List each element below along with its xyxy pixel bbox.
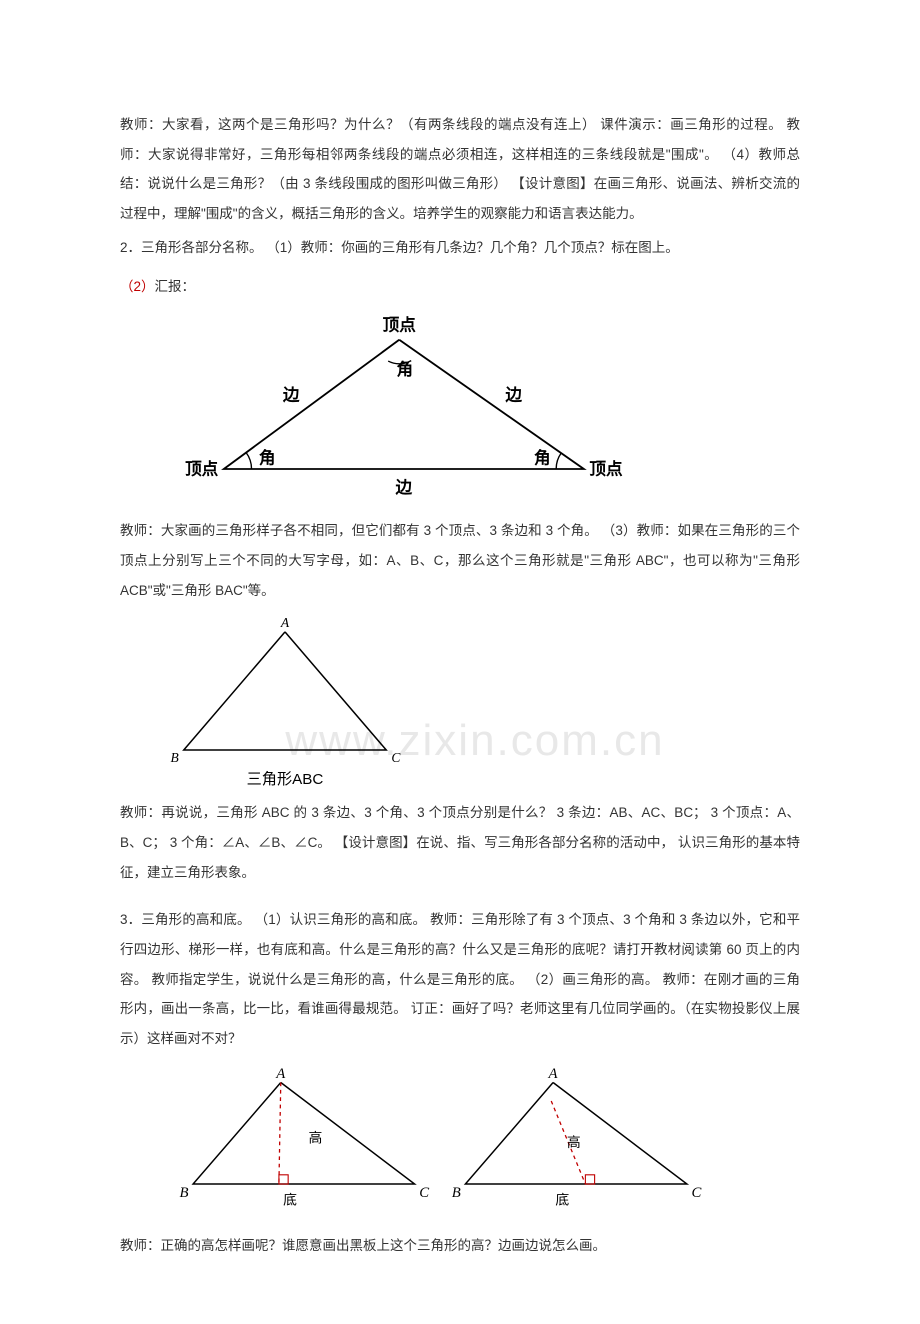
svg-text:边: 边 [395, 478, 413, 497]
svg-text:高: 高 [567, 1134, 581, 1150]
svg-text:B: B [170, 750, 178, 765]
paragraph-1: 教师：大家看，这两个是三角形吗？为什么？（有两条线段的端点没有连上） 课件演示：… [120, 110, 800, 229]
svg-text:A: A [280, 615, 290, 630]
triangle-parts-svg: 顶点 顶点 顶点 角 角 角 边 边 边 [150, 312, 630, 506]
svg-text:顶点: 顶点 [589, 459, 623, 479]
svg-text:C: C [419, 1185, 429, 1201]
p3-rest: 汇报： [155, 279, 196, 294]
svg-text:顶点: 顶点 [185, 459, 219, 479]
svg-text:C: C [391, 750, 401, 765]
triangle-abc-svg: A B C 三角形ABC [150, 615, 420, 788]
svg-text:角: 角 [396, 359, 413, 379]
figure-triangle-parts: 顶点 顶点 顶点 角 角 角 边 边 边 [150, 312, 800, 506]
svg-text:顶点: 顶点 [383, 315, 417, 335]
svg-text:角: 角 [259, 448, 276, 468]
svg-text:三角形ABC: 三角形ABC [247, 771, 324, 788]
paragraph-7: 教师：正确的高怎样画呢？谁愿意画出黑板上这个三角形的高？边画边说怎么画。 [120, 1231, 800, 1261]
figure-triangle-abc: www.zixin.com.cn A B C 三角形ABC [150, 615, 800, 788]
svg-text:B: B [452, 1185, 461, 1201]
svg-text:A: A [275, 1066, 286, 1082]
svg-text:底: 底 [283, 1192, 297, 1207]
paragraph-5: 教师：再说说，三角形 ABC 的 3 条边、3 个角、3 个顶点分别是什么？ 3… [120, 798, 800, 887]
triangle-height-svg: A B C 高底 A B C 高底 [170, 1064, 710, 1221]
figure-triangle-height: A B C 高底 A B C 高底 [170, 1064, 800, 1221]
red-prefix: （2） [120, 279, 155, 294]
paragraph-2: 2．三角形各部分名称。 （1）教师：你画的三角形有几条边？几个角？几个顶点？标在… [120, 233, 800, 263]
svg-text:边: 边 [504, 386, 522, 405]
paragraph-4: 教师：大家画的三角形样子各不相同，但它们都有 3 个顶点、3 条边和 3 个角。… [120, 516, 800, 605]
svg-text:角: 角 [534, 448, 551, 468]
paragraph-6: 3．三角形的高和底。 （1）认识三角形的高和底。 教师：三角形除了有 3 个顶点… [120, 905, 800, 1053]
paragraph-3: （2）汇报： [120, 272, 800, 302]
svg-text:C: C [692, 1185, 702, 1201]
svg-text:边: 边 [282, 386, 300, 405]
svg-text:B: B [179, 1185, 188, 1201]
svg-text:底: 底 [555, 1192, 569, 1207]
svg-text:高: 高 [308, 1129, 322, 1145]
svg-text:A: A [548, 1066, 559, 1082]
